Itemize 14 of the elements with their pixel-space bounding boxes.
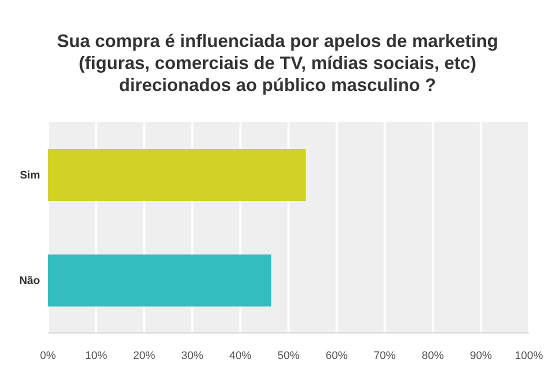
x-tick-label: 0% bbox=[40, 350, 56, 362]
x-tick-label: 60% bbox=[326, 350, 348, 362]
x-tick-label: 80% bbox=[422, 350, 444, 362]
x-tick-label: 100% bbox=[514, 350, 544, 362]
x-tick-label: 50% bbox=[277, 350, 300, 362]
x-tick-label: 90% bbox=[470, 350, 492, 362]
chart-title: Sua compra é influenciada por apelos de marketing (figuras, comerciais de TV, mídias sociais, etc) direcionados ao público masculino ? bbox=[56, 30, 500, 97]
x-tick-label: 20% bbox=[133, 350, 156, 362]
x-tick-label: 10% bbox=[85, 350, 108, 362]
y-tick-label: Sim bbox=[20, 170, 40, 182]
x-tick-label: 40% bbox=[229, 350, 252, 362]
x-tick-label: 70% bbox=[374, 350, 396, 362]
x-tick-label: 30% bbox=[181, 350, 204, 362]
y-tick-label: Não bbox=[19, 275, 40, 288]
